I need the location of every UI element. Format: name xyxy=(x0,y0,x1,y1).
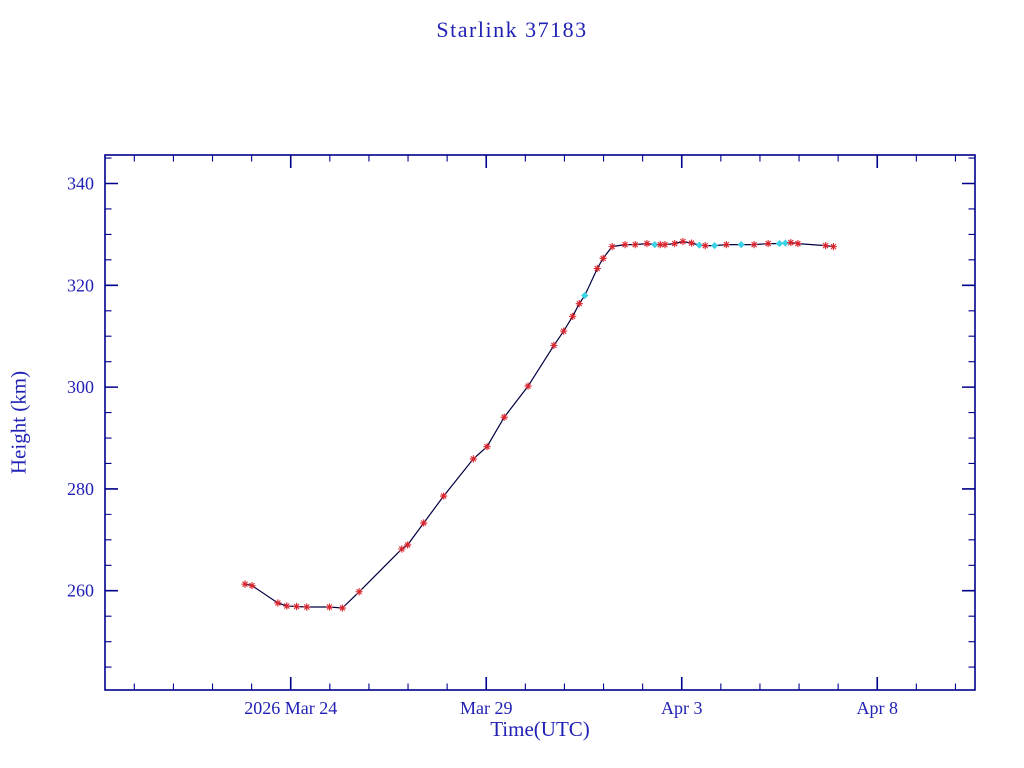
red-asterisk-marker xyxy=(631,240,639,249)
y-tick-label: 340 xyxy=(67,174,94,194)
red-asterisk-marker xyxy=(569,312,577,320)
cyan-marker xyxy=(695,241,703,249)
red-asterisk-marker xyxy=(599,254,607,262)
red-asterisk-marker xyxy=(248,582,256,590)
cyan-marker xyxy=(581,291,589,300)
y-tick-label: 280 xyxy=(67,479,94,499)
red-asterisk-marker xyxy=(593,264,601,273)
red-asterisk-marker xyxy=(283,602,291,610)
red-asterisk-marker xyxy=(325,603,334,611)
red-asterisk-marker xyxy=(701,242,709,250)
red-asterisk-marker xyxy=(398,545,406,553)
red-asterisk-marker xyxy=(829,243,838,251)
x-axis-label: Time(UTC) xyxy=(490,717,590,741)
chart-title: Starlink 37183 xyxy=(436,17,588,42)
red-asterisk-marker xyxy=(469,455,477,463)
red-asterisk-marker xyxy=(292,602,301,611)
red-asterisk-marker xyxy=(420,519,428,527)
red-asterisk-marker xyxy=(241,580,249,588)
cyan-marker xyxy=(710,242,719,250)
red-asterisk-marker xyxy=(687,239,696,247)
red-markers xyxy=(241,237,838,612)
y-axis-label: Height (km) xyxy=(6,370,31,475)
x-tick-labels: 2026 Mar 24 Mar 29 Apr 3 Apr 8 xyxy=(244,698,898,718)
cyan-marker xyxy=(651,240,659,249)
major-ticks xyxy=(105,155,975,690)
plot-frame xyxy=(104,154,976,691)
red-asterisk-marker xyxy=(822,242,830,250)
minor-ticks xyxy=(105,155,975,690)
red-asterisk-marker xyxy=(560,327,568,335)
red-asterisk-marker xyxy=(355,588,363,596)
red-asterisk-marker xyxy=(575,300,583,308)
red-asterisk-marker xyxy=(656,240,664,249)
red-asterisk-marker xyxy=(661,240,669,249)
x-tick-label: 2026 Mar 24 xyxy=(244,698,337,718)
x-tick-label: Mar 29 xyxy=(460,698,513,718)
y-tick-label: 320 xyxy=(67,275,94,295)
red-asterisk-marker xyxy=(621,240,629,249)
red-asterisk-marker xyxy=(500,413,508,421)
red-asterisk-marker xyxy=(722,240,730,249)
red-asterisk-marker xyxy=(303,603,311,611)
cyan-markers xyxy=(581,239,789,300)
x-tick-label: Apr 3 xyxy=(661,698,703,718)
cyan-marker xyxy=(775,239,784,248)
red-asterisk-marker xyxy=(643,239,651,248)
y-tick-label: 300 xyxy=(67,377,94,397)
height-data-line xyxy=(244,240,834,609)
red-asterisk-marker xyxy=(404,541,412,549)
red-asterisk-marker xyxy=(274,599,282,607)
red-asterisk-marker xyxy=(794,239,802,248)
x-tick-label: Apr 8 xyxy=(856,698,898,718)
y-tick-label: 260 xyxy=(67,581,94,601)
red-asterisk-marker xyxy=(524,382,532,390)
y-tick-labels: 260 280 300 320 340 xyxy=(67,174,94,601)
red-asterisk-marker xyxy=(550,341,558,349)
red-asterisk-marker xyxy=(787,238,795,247)
red-asterisk-marker xyxy=(483,443,491,451)
cyan-marker xyxy=(781,239,789,247)
red-asterisk-marker xyxy=(338,604,346,612)
red-asterisk-marker xyxy=(764,239,772,248)
red-asterisk-marker xyxy=(608,243,616,251)
red-asterisk-marker xyxy=(679,237,687,246)
red-asterisk-marker xyxy=(750,240,758,249)
red-asterisk-marker xyxy=(440,492,448,500)
cyan-marker xyxy=(737,240,745,249)
red-asterisk-marker xyxy=(671,239,679,248)
